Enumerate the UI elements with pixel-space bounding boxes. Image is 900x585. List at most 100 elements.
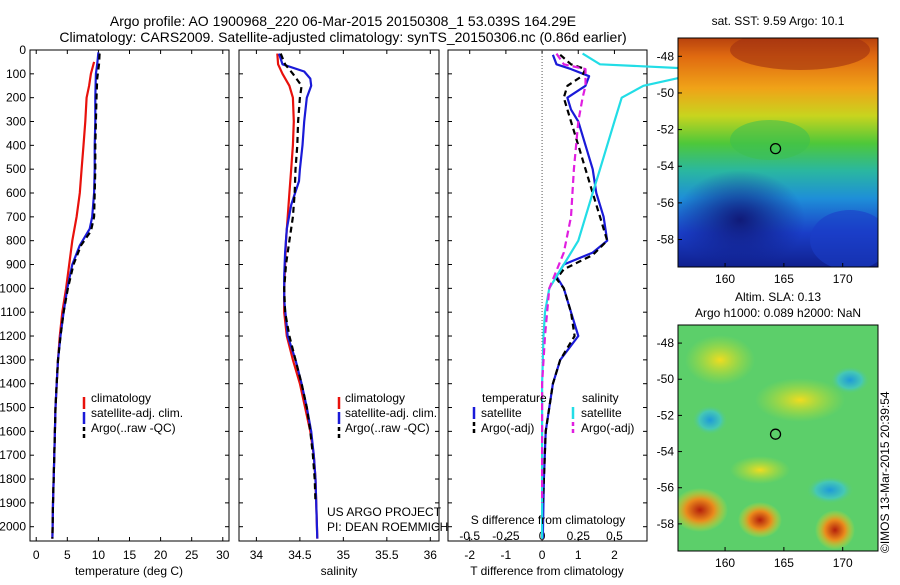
legend-text-temp-satellite: satellite: [481, 406, 522, 420]
depth-tick-label: 1200: [0, 329, 26, 343]
sla-map-frame: [677, 324, 879, 552]
x-tick-label: -1: [501, 548, 512, 562]
depth-tick-label: 1600: [0, 424, 26, 438]
argo-position-marker: [769, 142, 782, 155]
x-tick-label: 34.5: [288, 548, 312, 562]
sst-map-axes: 160 165 170 -48 -50 -52 -54 -56 -58: [657, 49, 853, 286]
map-y-tick-label: -56: [657, 196, 675, 210]
sla-map-title-line2: Argo h1000: 0.089 h2000: NaN: [695, 306, 861, 320]
sst-map-frame: [677, 37, 879, 268]
map-y-tick-label: -56: [657, 481, 675, 495]
depth-tick-label: 2000: [0, 520, 26, 534]
figure-title-line1: Argo profile: AO 1900968_220 06-Mar-2015…: [110, 13, 576, 29]
s-tick-label: 0.25: [567, 529, 591, 543]
series-line-temperature-satellite: [541, 54, 609, 539]
salinity-panel-frame: [238, 49, 440, 542]
depth-tick-label: 1500: [0, 401, 26, 415]
sst-warm-patch: [730, 38, 870, 70]
depth-tick-label: 200: [6, 91, 26, 105]
map-x-tick-label: 160: [715, 272, 735, 286]
series-line-satellite-adj-clim-: [51, 52, 100, 539]
x-tick-label: 15: [123, 548, 137, 562]
sla-cool-patch: [692, 405, 728, 435]
map-x-tick-label: 165: [774, 556, 794, 570]
legend-text-satellite: satellite-adj. clim.: [91, 406, 183, 420]
sst-map-title: sat. SST: 9.59 Argo: 10.1: [712, 14, 845, 28]
depth-tick-label: 0: [19, 43, 26, 57]
sla-warm-patch: [738, 502, 782, 538]
map-y-tick-label: -50: [657, 372, 675, 386]
credit-line2: PI: DEAN ROEMMICH: [327, 520, 448, 534]
difference-panel-frame: [447, 49, 648, 542]
x-tick-label: 0: [33, 548, 40, 562]
difference-legend: temperature satellite Argo(-adj) salinit…: [472, 391, 634, 435]
depth-tick-label: 400: [6, 138, 26, 152]
sst-green-patch: [730, 120, 810, 160]
x-tick-label: 0: [539, 548, 546, 562]
salinity-legend: climatology satellite-adj. clim. Argo(..…: [337, 391, 437, 439]
legend-text-sal-satellite: satellite: [581, 406, 622, 420]
series-line-salinity-argo-adj-: [540, 52, 587, 503]
x-tick-label: 34: [250, 548, 264, 562]
x-tick-label: 20: [154, 548, 168, 562]
s-tick-label: -0.25: [492, 529, 520, 543]
depth-tick-label: 1700: [0, 448, 26, 462]
map-x-tick-label: 160: [715, 556, 735, 570]
map-y-tick-label: -54: [657, 445, 675, 459]
depth-tick-label: 1300: [0, 353, 26, 367]
x-tick-label: 30: [216, 548, 230, 562]
sla-yellow-patch: [730, 456, 790, 484]
series-line-climatology: [51, 61, 96, 539]
map-y-tick-label: -48: [657, 49, 675, 63]
sla-yellow-patch: [685, 335, 755, 385]
series-line-temperature-argo-adj-: [541, 53, 609, 503]
x-tick-label: 1: [575, 548, 582, 562]
x-tick-label: 25: [185, 548, 199, 562]
legend-text-argo: Argo(..raw -QC): [91, 421, 176, 435]
depth-tick-label: 1800: [0, 472, 26, 486]
legend-title-temperature: temperature: [482, 391, 547, 405]
map-y-tick-label: -58: [657, 517, 675, 531]
legend-text-argo: Argo(..raw -QC): [345, 421, 430, 435]
map-x-tick-label: 165: [774, 272, 794, 286]
series-line-satellite-adj-clim-: [277, 53, 319, 539]
depth-tick-label: 1000: [0, 281, 26, 295]
legend-text-temp-argo: Argo(-adj): [481, 421, 534, 435]
difference-xlabel-top: S difference from climatology: [471, 513, 626, 527]
difference-xlabel: T difference from climatology: [470, 564, 624, 578]
depth-tick-label: 1400: [0, 377, 26, 391]
legend-text-sal-argo: Argo(-adj): [581, 421, 634, 435]
temperature-legend: climatology satellite-adj. clim. Argo(..…: [82, 391, 183, 439]
x-tick-label: 35.5: [375, 548, 399, 562]
sla-cool-patch: [830, 366, 870, 394]
depth-tick-label: 900: [6, 258, 26, 272]
x-tick-label: 5: [64, 548, 71, 562]
depth-tick-label: 800: [6, 234, 26, 248]
x-tick-label: 2: [611, 548, 618, 562]
map-y-tick-label: -48: [657, 336, 675, 350]
argo-position-marker: [769, 428, 782, 440]
sla-map-axes: 160 165 170 -48 -50 -52 -54 -56 -58: [657, 336, 853, 570]
sla-warm-patch: [815, 510, 855, 550]
depth-tick-label: 600: [6, 186, 26, 200]
x-tick-label: 36: [424, 548, 438, 562]
legend-text-climatology: climatology: [345, 391, 405, 405]
salinity-xlabel: salinity: [321, 564, 358, 578]
depth-tick-label: 1100: [0, 305, 26, 319]
depth-tick-label: 1900: [0, 496, 26, 510]
series-line-argo-raw-qc-: [51, 53, 101, 539]
depth-tick-label: 700: [6, 210, 26, 224]
temperature-xlabel: temperature (deg C): [75, 564, 183, 578]
s-tick-label: -0.5: [459, 529, 480, 543]
series-line-argo-raw-qc-: [279, 53, 317, 503]
x-tick-label: 10: [92, 548, 106, 562]
x-tick-label: 35: [337, 548, 351, 562]
depth-tick-label: 300: [6, 115, 26, 129]
sla-cool-patch: [806, 476, 854, 504]
legend-text-climatology: climatology: [91, 391, 151, 405]
imos-timestamp: ©IMOS 13-Mar-2015 20:39:54: [878, 391, 892, 553]
sst-cold-patch: [810, 210, 878, 267]
map-y-tick-label: -58: [657, 233, 675, 247]
